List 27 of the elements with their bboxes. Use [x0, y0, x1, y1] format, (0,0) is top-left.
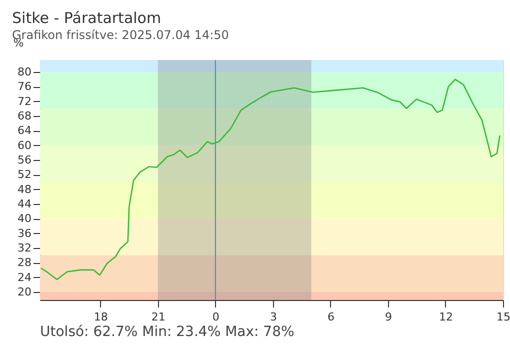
chart-title: Sitke - Páratartalom	[12, 9, 162, 27]
y-tick-label: 64	[18, 124, 32, 138]
y-tick-label: 48	[18, 182, 32, 196]
x-tick-label: 21	[151, 310, 166, 324]
y-tick-label: 44	[18, 198, 32, 210]
x-tick-label: 15	[496, 310, 510, 324]
y-tick-label: 20	[18, 285, 32, 298]
y-tick-label: 72	[18, 94, 32, 108]
y-tick-label: 76	[18, 80, 32, 94]
y-tick-label: 36	[18, 226, 32, 240]
y-tick-label: 40	[18, 212, 32, 226]
y-tick-label: 28	[18, 256, 32, 270]
y-tick-label: 24	[18, 270, 32, 284]
x-tick-label: 0	[212, 310, 220, 324]
x-tick-label: 12	[438, 310, 453, 324]
x-tick-label: 6	[327, 310, 334, 324]
line-series	[40, 78, 500, 280]
text: Utolsó: 62.7% Min: 23.4% Max: 78%	[40, 324, 294, 340]
x-tick-label: 18	[94, 310, 108, 324]
y-tick-label: 52	[18, 168, 32, 182]
y-tick-label: 68	[18, 110, 32, 123]
y-tick-label: 32	[18, 241, 32, 254]
x-tick-label: 3	[270, 310, 277, 324]
x-tick-label: 9	[384, 310, 392, 324]
y-tick-label: 60	[18, 138, 32, 152]
y-tick-label: 80	[18, 66, 32, 79]
y-tick-label: 56	[18, 154, 32, 167]
